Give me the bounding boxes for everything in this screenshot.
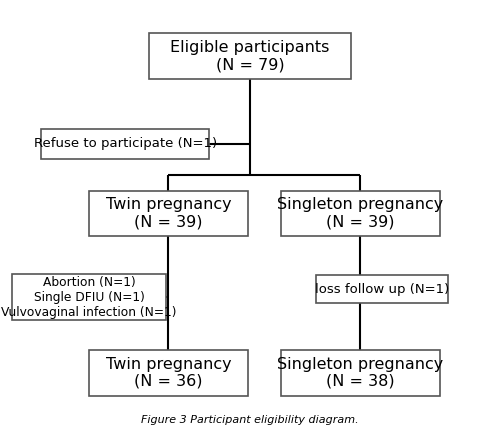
FancyBboxPatch shape [41,129,209,159]
FancyBboxPatch shape [281,350,440,395]
Text: loss follow up (N=1): loss follow up (N=1) [315,282,449,296]
Text: Twin pregnancy
(N = 39): Twin pregnancy (N = 39) [106,197,231,230]
Text: Twin pregnancy
(N = 36): Twin pregnancy (N = 36) [106,357,231,389]
Text: Figure 3 Participant eligibility diagram.: Figure 3 Participant eligibility diagram… [141,415,359,425]
FancyBboxPatch shape [89,350,248,395]
FancyBboxPatch shape [89,190,248,236]
FancyBboxPatch shape [12,274,166,320]
Text: Refuse to participate (N=1): Refuse to participate (N=1) [34,137,217,150]
FancyBboxPatch shape [149,33,351,79]
Text: Eligible participants
(N = 79): Eligible participants (N = 79) [170,40,330,72]
Text: Singleton pregnancy
(N = 39): Singleton pregnancy (N = 39) [278,197,444,230]
Text: Singleton pregnancy
(N = 38): Singleton pregnancy (N = 38) [278,357,444,389]
FancyBboxPatch shape [316,275,448,303]
FancyBboxPatch shape [281,190,440,236]
Text: Abortion (N=1)
Single DFIU (N=1)
Vulvovaginal infection (N=1): Abortion (N=1) Single DFIU (N=1) Vulvova… [2,276,177,318]
